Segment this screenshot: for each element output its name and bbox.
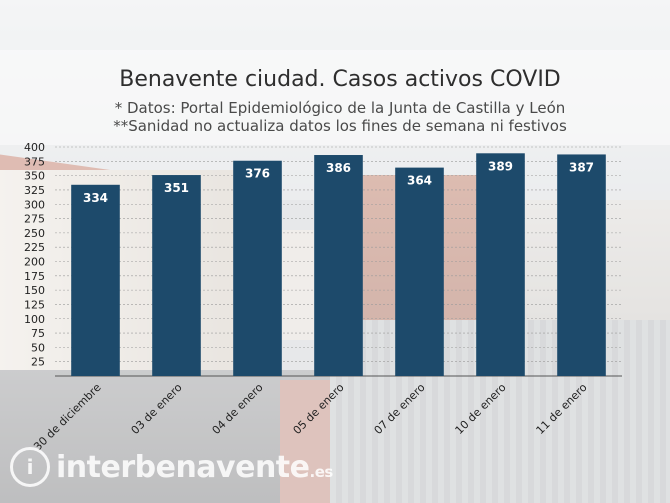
bar-value-label: 376	[245, 167, 270, 181]
bar	[233, 160, 282, 376]
y-tick-label: 175	[24, 270, 45, 283]
y-tick-label: 400	[24, 141, 45, 154]
x-tick-label: 04 de enero	[210, 381, 266, 437]
bar-value-label: 364	[407, 174, 432, 188]
y-tick-label: 300	[24, 198, 45, 211]
bar	[557, 154, 606, 376]
site-watermark: i interbenavente.es	[10, 442, 333, 492]
chart-subtitle-1: * Datos: Portal Epidemiológico de la Jun…	[115, 99, 566, 117]
bar-value-label: 386	[326, 161, 351, 175]
y-tick-label: 225	[24, 241, 45, 254]
bar-value-label: 351	[164, 181, 189, 195]
y-tick-label: 275	[24, 213, 45, 226]
site-logo-icon: i	[10, 447, 50, 487]
y-tick-label: 25	[31, 356, 45, 369]
bar-value-label: 389	[488, 159, 513, 173]
bar	[314, 155, 363, 376]
bar-value-label: 387	[569, 160, 594, 174]
x-tick-label: 10 de enero	[453, 381, 509, 437]
x-tick-label: 03 de enero	[129, 381, 185, 437]
y-tick-label: 125	[24, 298, 45, 311]
x-tick-label: 05 de enero	[291, 381, 347, 437]
bar	[395, 167, 444, 376]
chart-title: Benavente ciudad. Casos activos COVID	[119, 67, 561, 92]
x-tick-label: 11 de enero	[534, 381, 590, 437]
bar	[476, 153, 525, 376]
watermark-text: interbenavente	[56, 449, 310, 485]
y-tick-label: 200	[24, 256, 45, 269]
y-tick-label: 150	[24, 284, 45, 297]
y-tick-label: 75	[31, 327, 45, 340]
watermark-suffix: .es	[309, 462, 334, 481]
y-tick-label: 100	[24, 313, 45, 326]
bar	[71, 184, 120, 376]
y-tick-label: 350	[24, 170, 45, 183]
y-tick-label: 375	[24, 155, 45, 168]
bar-value-label: 334	[83, 191, 108, 205]
y-tick-label: 50	[31, 341, 45, 354]
bar	[152, 175, 201, 376]
y-tick-label: 325	[24, 184, 45, 197]
y-tick-label: 250	[24, 227, 45, 240]
x-tick-label: 07 de enero	[372, 381, 428, 437]
chart-subtitle-2: **Sanidad no actualiza datos los fines d…	[113, 117, 567, 135]
